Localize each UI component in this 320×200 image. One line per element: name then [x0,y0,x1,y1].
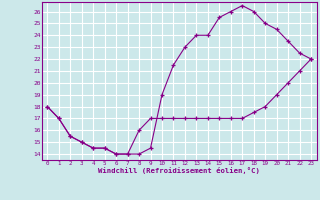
X-axis label: Windchill (Refroidissement éolien,°C): Windchill (Refroidissement éolien,°C) [98,167,260,174]
